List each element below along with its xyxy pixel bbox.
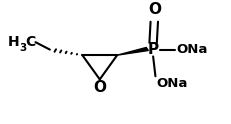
Text: H: H bbox=[8, 35, 20, 49]
Text: P: P bbox=[147, 42, 158, 57]
Text: ONa: ONa bbox=[156, 77, 187, 90]
Text: O: O bbox=[93, 80, 106, 95]
Polygon shape bbox=[117, 47, 148, 55]
Text: C: C bbox=[25, 35, 35, 49]
Text: 3: 3 bbox=[19, 43, 26, 53]
Text: O: O bbox=[147, 2, 160, 17]
Text: ONa: ONa bbox=[176, 43, 207, 56]
